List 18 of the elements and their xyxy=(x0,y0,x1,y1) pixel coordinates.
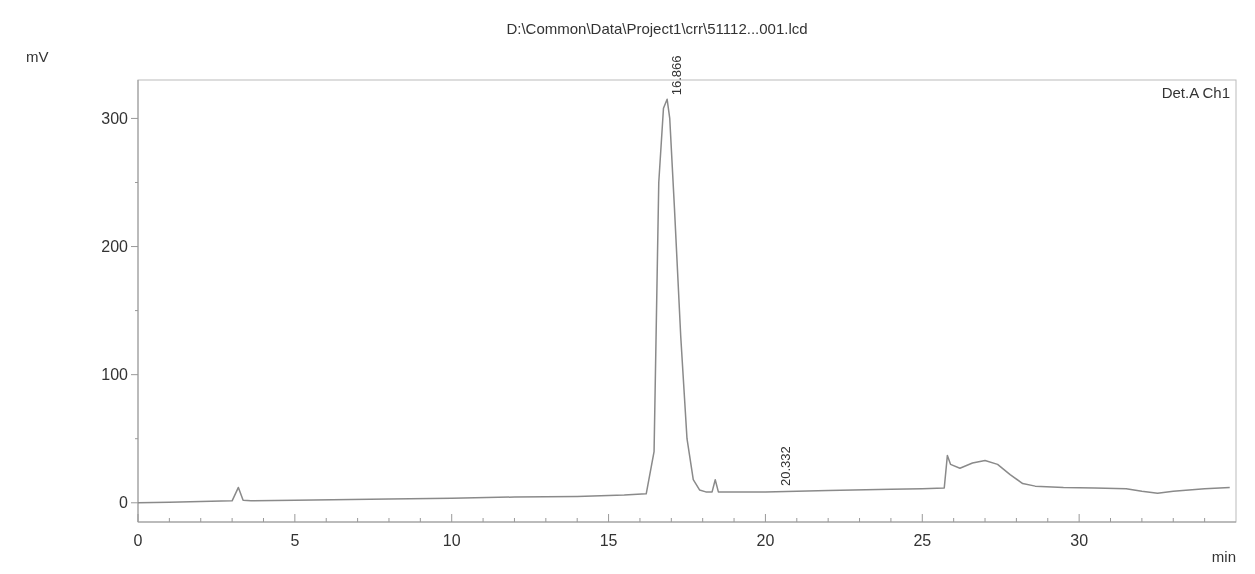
x-tick-label: 15 xyxy=(599,532,618,549)
x-tick-label: 25 xyxy=(913,532,932,549)
y-tick-label: 100 xyxy=(101,366,129,384)
annotation: 20.332 xyxy=(777,446,793,486)
annotation: 16.866 xyxy=(669,55,685,96)
y-tick-label: 300 xyxy=(101,110,129,128)
annotation: Det.A Ch1 xyxy=(1161,84,1230,101)
x-tick-label: 5 xyxy=(290,532,300,549)
line-series xyxy=(137,98,1231,504)
y-tick-label: 200 xyxy=(101,238,129,256)
x-axis-title: min xyxy=(1211,548,1236,565)
x-tick-label: 20 xyxy=(756,532,775,549)
y-tick-label: 0 xyxy=(119,494,129,512)
y-axis-title: mV xyxy=(26,48,49,65)
x-tick-label: 0 xyxy=(133,532,143,549)
x-tick-label: 30 xyxy=(1070,532,1089,549)
chart-title: D:\Common\Data\Project1\crr\51112...001.lcd xyxy=(506,20,808,37)
x-tick-label: 10 xyxy=(442,532,461,549)
